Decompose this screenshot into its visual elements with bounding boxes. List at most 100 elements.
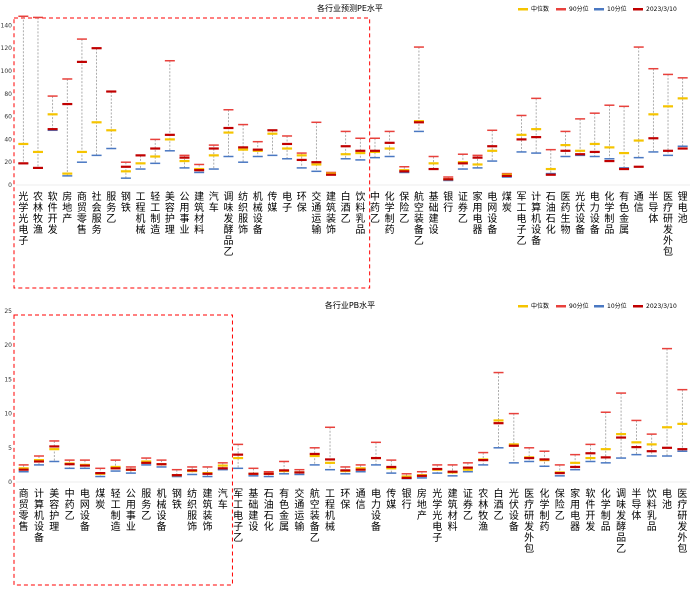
category-group: 环保 [296,152,307,214]
marker-median [648,113,659,116]
category-label: 中药乙 [65,487,75,522]
category-group: 饮料乳品 [355,137,366,236]
category-group: 白酒乙 [340,130,351,225]
category-label: 光学光电子 [432,487,442,544]
marker-median [110,465,121,469]
category-group: 建筑装饰 [202,466,213,533]
marker-current [76,60,87,63]
category-group: 医疗研发外包 [663,73,674,258]
marker-current [49,445,60,448]
marker-p10 [47,129,58,132]
category-group: 汽车 [217,462,228,511]
category-group: 基础建设 [248,467,259,533]
marker-p90 [447,464,458,466]
marker-current [370,456,381,460]
category-label: 医疗研发外包 [663,191,673,258]
marker-current [501,174,512,177]
category-group: 农林牧渔 [32,16,43,236]
marker-current [516,138,527,141]
marker-current [294,471,305,474]
category-group: 医疗研发外包 [524,447,535,555]
legend-swatch-p10 [594,305,604,308]
marker-current [309,452,320,456]
marker-median [570,461,581,464]
marker-p10 [194,171,205,174]
category-label: 白酒乙 [341,190,351,225]
category-group: 光学光电子 [432,464,443,544]
marker-median [589,142,600,146]
marker-p10 [604,158,615,160]
category-group: 航空装备乙 [413,46,424,247]
marker-median [428,162,439,165]
category-label: 工程机械 [325,489,335,533]
legend-label-current: 2023/3/10 [646,303,677,310]
marker-p90 [648,67,659,70]
marker-p10 [263,475,274,478]
category-label: 建筑装饰 [202,487,212,533]
marker-current [646,450,657,453]
category-label: 交通运输 [311,190,321,236]
marker-p10 [340,158,351,160]
marker-median [267,132,278,135]
marker-median [150,155,161,158]
y-tick-label: 60 [4,114,12,121]
marker-p90 [616,392,627,394]
category-group: 商贸零售 [76,38,87,236]
marker-median [545,167,556,171]
y-tick-label: 40 [4,136,12,143]
marker-current [135,154,146,157]
category-label: 石油石化 [264,489,274,533]
marker-p10 [478,464,489,466]
marker-p90 [62,78,73,80]
marker-p10 [600,462,611,464]
marker-median [384,147,395,150]
marker-p10 [279,473,290,475]
marker-current [355,468,366,471]
marker-current [560,149,571,152]
marker-current [401,476,412,479]
marker-p10 [125,472,136,474]
marker-p10 [589,155,600,158]
marker-p10 [585,460,596,463]
category-group: 光学光电子 [18,15,29,247]
marker-p10 [560,155,571,158]
category-label: 煤炭 [502,190,512,214]
category-label: 军工电子乙 [233,488,243,544]
marker-p10 [135,168,146,170]
category-label: 保险乙 [399,190,409,225]
marker-current [539,458,550,461]
category-label: 航空装备乙 [310,487,320,544]
category-group: 半导体 [648,67,659,225]
category-group: 中药乙 [64,459,75,522]
marker-current [457,162,468,165]
category-group: 基础建设 [428,155,439,236]
category-label: 光学光电子 [18,190,28,247]
category-label: 纺织服饰 [238,190,248,236]
marker-current [194,169,205,172]
marker-p10 [141,464,152,466]
marker-p10 [487,160,498,162]
marker-p10 [267,154,278,157]
marker-median [501,173,512,176]
marker-current [141,461,152,464]
marker-median [135,162,146,165]
marker-p90 [539,450,550,452]
marker-p10 [531,152,542,154]
category-group: 房地产 [416,470,427,522]
category-group: 保险乙 [554,464,565,522]
marker-median [401,475,412,478]
category-label: 钢铁 [121,190,131,214]
marker-current [33,460,44,463]
marker-current [238,146,249,149]
category-group: 软件开发 [585,443,596,533]
marker-current [326,173,337,176]
marker-p10 [416,477,427,479]
marker-p90 [238,123,249,126]
marker-p90 [585,443,596,446]
category-group: 电力设备 [370,441,381,533]
marker-p90 [187,466,198,468]
marker-median [493,419,504,422]
category-group: 交通运输 [294,468,305,533]
marker-p10 [95,475,106,478]
